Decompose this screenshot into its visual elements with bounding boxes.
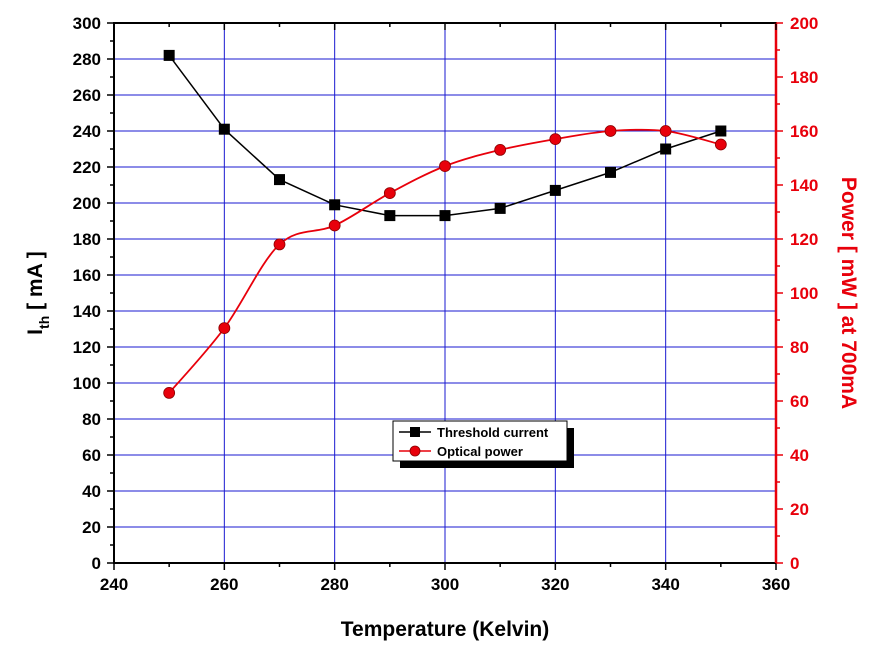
data-point-square [274,174,285,186]
y-left-tick-label: 300 [73,14,101,33]
y-right-tick-label: 40 [790,446,809,465]
data-point-square [384,210,396,222]
data-point-square [715,125,727,137]
y-left-tick-label: 80 [82,410,101,429]
y-right-tick-label: 80 [790,338,809,357]
y-right-tick-label: 120 [790,230,818,249]
grid [114,23,776,563]
data-point-square [605,166,616,178]
y-left-title-rest: [ mA ] [24,251,47,316]
y-left-tick-label: 60 [82,446,101,465]
series-optical-power [163,125,727,399]
y-right-tick-label: 0 [790,554,799,573]
series-line [168,128,722,394]
x-tick-label: 340 [651,575,679,594]
data-point-circle [383,187,396,200]
y-left-tick-label: 240 [73,122,101,141]
y-left-title-sub: th [36,316,52,329]
y-left-tick-label: 220 [73,158,101,177]
x-axis: 240 260 280 300 320 340 360 [100,23,790,594]
y-axis-left-title: Ith [ mA ] [24,251,52,335]
data-point-circle [494,143,507,156]
legend-marker-circle [409,445,421,457]
data-point-circle [549,133,562,146]
x-tick-label: 260 [210,575,238,594]
data-point-circle [218,322,231,335]
legend-marker-square [410,427,420,437]
x-tick-label: 240 [100,575,128,594]
y-left-tick-label: 20 [82,518,101,537]
y-left-tick-label: 200 [73,194,101,213]
y-left-tick-label: 260 [73,86,101,105]
legend-entry: Threshold current [399,425,549,440]
data-point-square [218,123,230,135]
y-left-tick-label: 40 [82,482,101,501]
data-point-circle [604,125,617,137]
legend-entry: Optical power [399,444,523,459]
data-point-square [549,184,561,196]
legend-box [392,420,568,462]
data-point-square [494,202,506,214]
legend-entries: Threshold current Optical power [399,425,549,459]
y-right-tick-label: 160 [790,122,818,141]
y-right-tick-label: 140 [790,176,818,195]
data-point-circle [163,386,176,399]
data-point-square [163,49,175,61]
y-left-tick-label: 280 [73,50,101,69]
series-layer [163,49,727,399]
y-right-tick-label: 20 [790,500,809,519]
data-point-square [439,210,451,222]
y-left-title-main: I [24,329,47,335]
y-left-tick-label: 140 [73,302,101,321]
data-point-square [329,199,341,211]
y-right-tick-label: 100 [790,284,818,303]
x-axis-title: Temperature (Kelvin) [341,618,550,641]
legend: Threshold current Optical power [392,420,574,468]
y-left-tick-label: 120 [73,338,101,357]
y-right-tick-label: 180 [790,68,818,87]
data-point-circle [273,238,286,251]
data-point-square [660,143,672,155]
x-tick-label: 280 [320,575,348,594]
x-tick-label: 320 [541,575,569,594]
y-right-tick-label: 60 [790,392,809,411]
data-point-circle [328,219,341,232]
y-left-tick-label: 180 [73,230,101,249]
y-axis-left: 0 20 40 60 80 100 120 140 160 180 200 220 240 260 280 3… [73,14,114,573]
data-point-circle [714,138,727,151]
x-tick-label: 360 [762,575,790,594]
y-left-tick-label: 160 [73,266,101,285]
legend-label: Threshold current [437,425,549,440]
data-point-circle [659,125,672,137]
series-threshold-current [163,49,727,222]
y-axis-right: 0 20 40 60 80 100 120 140 160 180 200 [776,14,818,573]
y-left-tick-label: 0 [92,554,101,573]
data-point-circle [439,160,451,173]
y-left-tick-label: 100 [73,374,101,393]
y-right-tick-label: 200 [790,14,818,33]
x-tick-label: 300 [431,575,459,594]
legend-label: Optical power [437,444,523,459]
y-axis-right-title: Power [ mW ] at 700mA [837,177,860,409]
